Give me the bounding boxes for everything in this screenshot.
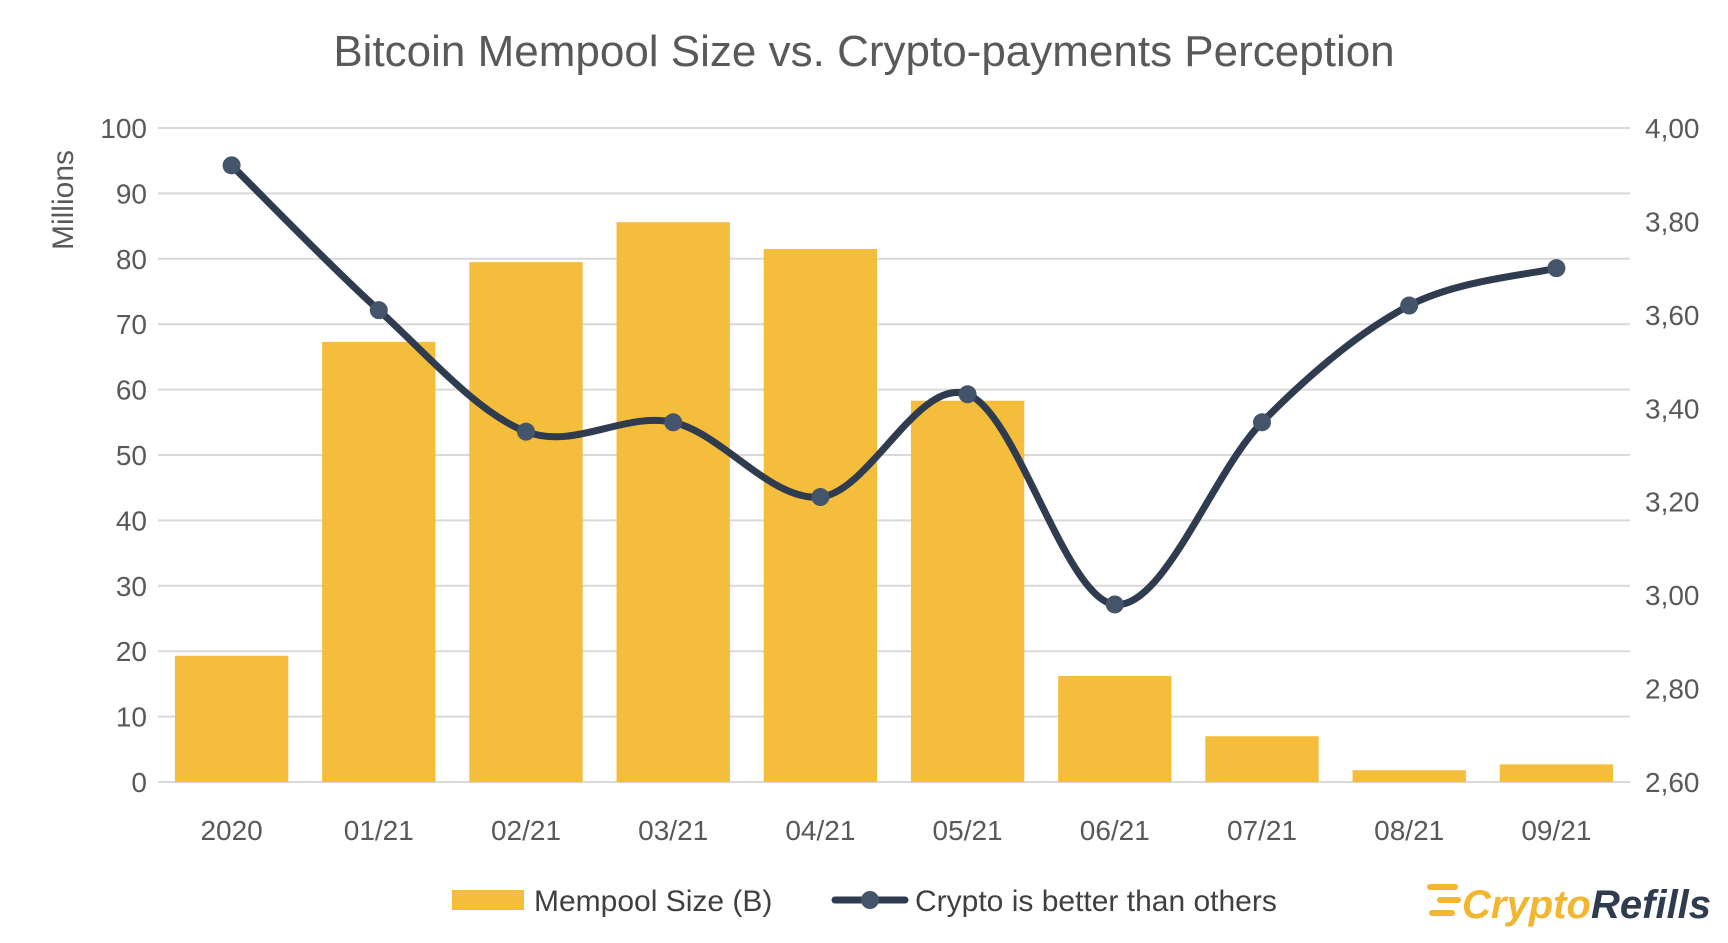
bar xyxy=(1205,736,1319,782)
left-axis-ticks: 0 10 20 30 40 50 60 70 80 90 100 xyxy=(100,113,147,798)
x-tick-label: 01/21 xyxy=(344,815,414,846)
left-tick-label: 30 xyxy=(116,571,147,602)
line-point xyxy=(664,413,683,432)
legend-label-crypto: Crypto is better than others xyxy=(915,885,1277,918)
right-tick-label: 3,80 xyxy=(1645,206,1700,237)
x-tick-label: 06/21 xyxy=(1080,815,1150,846)
x-tick-label: 02/21 xyxy=(491,815,561,846)
line-point xyxy=(1253,413,1271,432)
line-point xyxy=(1105,595,1124,614)
bar xyxy=(910,400,1025,782)
line-series xyxy=(222,156,1566,614)
line-point xyxy=(1400,296,1419,315)
right-tick-label: 2,60 xyxy=(1645,767,1700,798)
legend-swatch-mempool xyxy=(452,890,524,910)
bar xyxy=(174,655,289,782)
right-axis-ticks: 2,60 2,80 3,00 3,20 3,40 3,60 3,80 4,00 xyxy=(1645,113,1700,798)
line-point xyxy=(958,385,977,404)
x-tick-label: 03/21 xyxy=(638,815,708,846)
left-tick-label: 10 xyxy=(116,702,147,733)
left-tick-label: 40 xyxy=(116,505,147,536)
logo-text-refills: Refills xyxy=(1591,883,1711,927)
line-point xyxy=(517,422,535,441)
x-tick-label: 04/21 xyxy=(785,815,855,846)
bar xyxy=(1352,770,1466,782)
x-tick-label: 08/21 xyxy=(1374,815,1444,846)
bar xyxy=(616,222,730,782)
left-tick-label: 80 xyxy=(116,244,147,275)
chart-title: Bitcoin Mempool Size vs. Crypto-payments… xyxy=(333,27,1394,76)
bar xyxy=(322,341,436,782)
x-tick-label: 07/21 xyxy=(1227,815,1297,846)
right-tick-label: 3,20 xyxy=(1645,487,1700,518)
line-path xyxy=(228,161,1560,608)
bar xyxy=(469,262,583,782)
legend: Mempool Size (B) Crypto is better than o… xyxy=(452,885,1277,918)
left-tick-label: 100 xyxy=(100,113,147,144)
left-tick-label: 20 xyxy=(116,636,147,667)
left-tick-label: 70 xyxy=(116,309,147,340)
bar xyxy=(763,248,878,783)
bar xyxy=(1499,764,1614,782)
left-tick-label: 50 xyxy=(116,440,147,471)
line-point xyxy=(369,301,388,320)
left-axis-title: Millions xyxy=(47,150,80,250)
right-tick-label: 2,80 xyxy=(1645,674,1700,705)
bar-series xyxy=(174,222,1614,783)
logo-text-crypto: Crypto xyxy=(1462,883,1591,927)
right-tick-label: 3,40 xyxy=(1645,393,1700,424)
right-tick-label: 4,00 xyxy=(1645,113,1700,144)
line-point xyxy=(811,488,830,507)
x-tick-label: 09/21 xyxy=(1521,815,1591,846)
right-tick-label: 3,00 xyxy=(1645,580,1700,611)
left-tick-label: 60 xyxy=(116,375,147,406)
x-axis-ticks: 2020 01/21 02/21 03/21 04/21 05/21 06/21 07/21 0… xyxy=(200,815,1591,846)
bar xyxy=(1058,676,1172,782)
line-point xyxy=(222,156,241,175)
legend-label-mempool: Mempool Size (B) xyxy=(534,885,772,918)
left-tick-label: 90 xyxy=(116,178,147,209)
speed-lines-icon xyxy=(1427,884,1461,916)
legend-swatch-crypto-marker xyxy=(861,891,879,909)
x-tick-label: 05/21 xyxy=(933,815,1003,846)
x-tick-label: 2020 xyxy=(200,815,262,846)
line-point xyxy=(1547,259,1566,278)
left-tick-label: 0 xyxy=(131,767,147,798)
right-tick-label: 3,60 xyxy=(1645,300,1700,331)
cryptorefills-logo: Crypto Refills xyxy=(1427,883,1711,927)
